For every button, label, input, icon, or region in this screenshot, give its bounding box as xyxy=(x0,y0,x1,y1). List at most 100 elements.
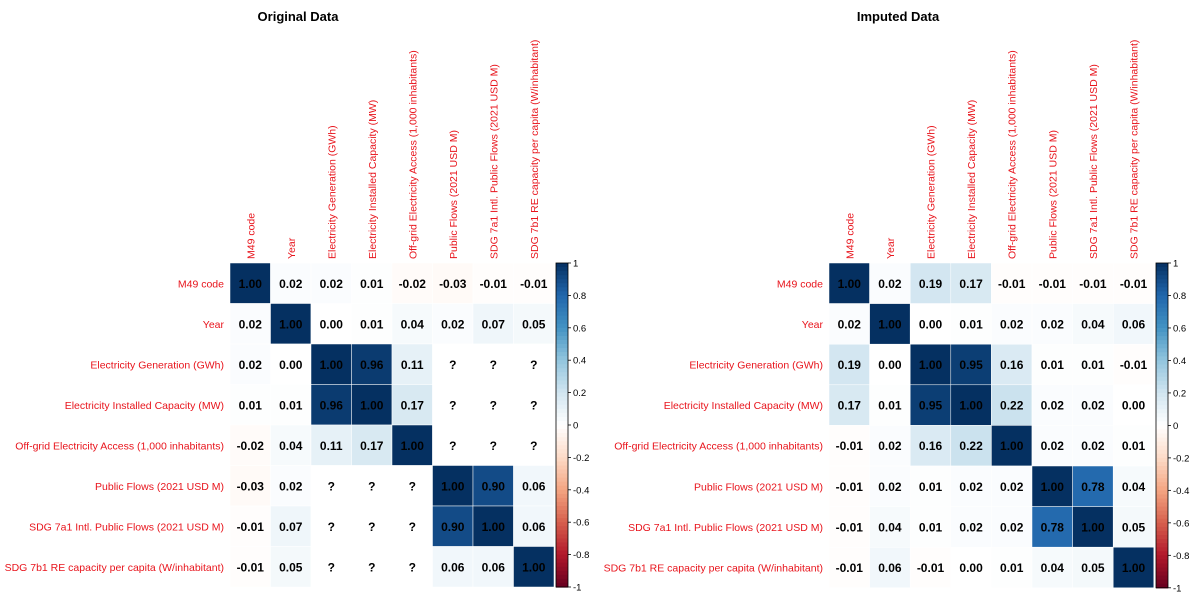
row-label: SDG 7a1 Intl. Public Flows (2021 USD M) xyxy=(29,521,224,533)
heatmap-cell xyxy=(909,384,952,426)
cell-value-label: ? xyxy=(328,560,335,574)
chart-title: Original Data xyxy=(258,9,340,24)
heatmap-cell xyxy=(869,465,911,507)
heatmap-cell xyxy=(869,343,911,386)
colorbar-segment xyxy=(1156,356,1168,362)
heatmap-cell xyxy=(310,343,352,385)
colorbar-segment xyxy=(1156,295,1168,301)
colorbar-segment xyxy=(1156,502,1168,508)
cell-value-label: -0.01 xyxy=(237,520,265,534)
cell-value-label: ? xyxy=(449,358,456,372)
cell-value-label: 0.00 xyxy=(279,358,303,372)
colorbar-segment xyxy=(1156,449,1168,455)
heatmap-cell xyxy=(1072,384,1114,426)
heatmap-cell xyxy=(472,505,514,547)
heatmap-cell xyxy=(1031,262,1073,304)
colorbar-segment xyxy=(1156,401,1168,406)
cell-value-label: 0.11 xyxy=(320,439,343,453)
cell-value-label: 0.06 xyxy=(441,560,465,574)
colorbar-tick-label: -0.8 xyxy=(1173,551,1189,562)
column-label: M49 code xyxy=(844,213,856,259)
heatmap-cell xyxy=(1072,262,1114,304)
colorbar-segment xyxy=(1156,275,1168,280)
heatmap-cell xyxy=(1112,506,1155,548)
row-label: Electricity Installed Capacity (MW) xyxy=(664,400,823,412)
colorbar-segment xyxy=(556,331,568,337)
heatmap-cell xyxy=(432,262,474,304)
heatmap-cell xyxy=(1031,343,1073,386)
colorbar-segment xyxy=(556,267,568,272)
heatmap-cell xyxy=(310,465,352,507)
colorbar-segment xyxy=(556,473,568,479)
colorbar-segment xyxy=(1156,307,1168,313)
heatmap-cell xyxy=(351,546,393,588)
row-label: Electricity Generation (GWh) xyxy=(689,360,823,372)
colorbar-segment xyxy=(1156,303,1168,309)
column-label: SDG 7b1 RE capacity per capita (W/inhabi… xyxy=(529,40,541,259)
heatmap-cell xyxy=(432,505,474,547)
colorbar-segment xyxy=(556,271,568,276)
cell-value-label: 1.00 xyxy=(401,439,425,453)
colorbar-segment xyxy=(1156,433,1168,439)
heatmap-cell xyxy=(991,262,1033,304)
colorbar-tick-label: -0.6 xyxy=(573,518,589,529)
cell-value-label: 0.00 xyxy=(320,317,344,331)
heatmap-cell xyxy=(991,465,1033,507)
cell-value-label: 0.01 xyxy=(279,398,303,412)
colorbar-segment xyxy=(1156,368,1168,374)
row-label: Off-grid Electricity Access (1,000 inhab… xyxy=(15,440,224,452)
heatmap-cell xyxy=(991,384,1033,426)
colorbar-segment xyxy=(1156,551,1168,556)
cell-value-label: 0.17 xyxy=(959,277,983,291)
heatmap-cell xyxy=(229,262,271,304)
colorbar-segment xyxy=(556,368,568,373)
cell-value-label: 0.00 xyxy=(919,317,943,331)
colorbar-segment xyxy=(1156,396,1168,402)
heatmap-cell xyxy=(351,384,393,426)
heatmap-cell xyxy=(909,425,952,467)
cell-value-label: -0.01 xyxy=(237,560,265,574)
colorbar-segment xyxy=(1156,332,1168,337)
heatmap-cell xyxy=(828,425,870,467)
row-label: SDG 7a1 Intl. Public Flows (2021 USD M) xyxy=(628,522,823,534)
colorbar-segment xyxy=(556,404,568,410)
cell-value-label: 0.07 xyxy=(279,520,303,534)
heatmap-cell xyxy=(351,424,393,466)
cell-value-label: 1.00 xyxy=(482,520,506,534)
colorbar-segment xyxy=(1156,510,1168,516)
colorbar-segment xyxy=(556,388,568,394)
heatmap-cell xyxy=(513,546,555,588)
colorbar-segment xyxy=(556,348,568,353)
cell-value-label: -0.01 xyxy=(480,277,508,291)
colorbar-segment xyxy=(1156,352,1168,357)
heatmap-cell xyxy=(270,465,312,507)
cell-value-label: 0.17 xyxy=(360,439,384,453)
colorbar-tick-label: -0.4 xyxy=(1173,486,1189,497)
colorbar-segment xyxy=(1156,514,1168,520)
cell-value-label: 1.00 xyxy=(279,317,303,331)
colorbar-tick-label: -1 xyxy=(573,583,581,594)
heatmap-cell xyxy=(270,343,312,385)
colorbar-segment xyxy=(1156,470,1168,475)
heatmap-cell xyxy=(1112,262,1155,304)
heatmap-cell xyxy=(472,424,514,466)
cell-value-label: 0.02 xyxy=(838,317,862,331)
column-label: Off-grid Electricity Access (1,000 inhab… xyxy=(1007,50,1019,259)
cell-value-label: 1.00 xyxy=(441,479,465,493)
colorbar-segment xyxy=(1156,518,1168,524)
column-label: SDG 7a1 Intl. Public Flows (2021 USD M) xyxy=(1088,64,1100,259)
cell-value-label: ? xyxy=(368,479,375,493)
cell-value-label: 0.00 xyxy=(878,358,902,372)
cell-value-label: 0.05 xyxy=(1081,561,1105,575)
colorbar-segment xyxy=(556,291,568,296)
cell-value-label: ? xyxy=(490,358,497,372)
cell-value-label: 0.04 xyxy=(279,439,303,453)
colorbar-tick-label: -0.2 xyxy=(1173,453,1189,464)
imputed-data-panel: Imputed Data 1.00 0.02 0.19 0.17 -0.01 -0.01-… xyxy=(604,9,1190,594)
colorbar-segment xyxy=(556,522,568,527)
colorbar-segment xyxy=(1156,279,1168,284)
colorbar-segment xyxy=(1156,327,1168,333)
colorbar-segment xyxy=(556,303,568,309)
colorbar-segment xyxy=(1156,340,1168,345)
cell-value-label: 0.19 xyxy=(838,358,862,372)
